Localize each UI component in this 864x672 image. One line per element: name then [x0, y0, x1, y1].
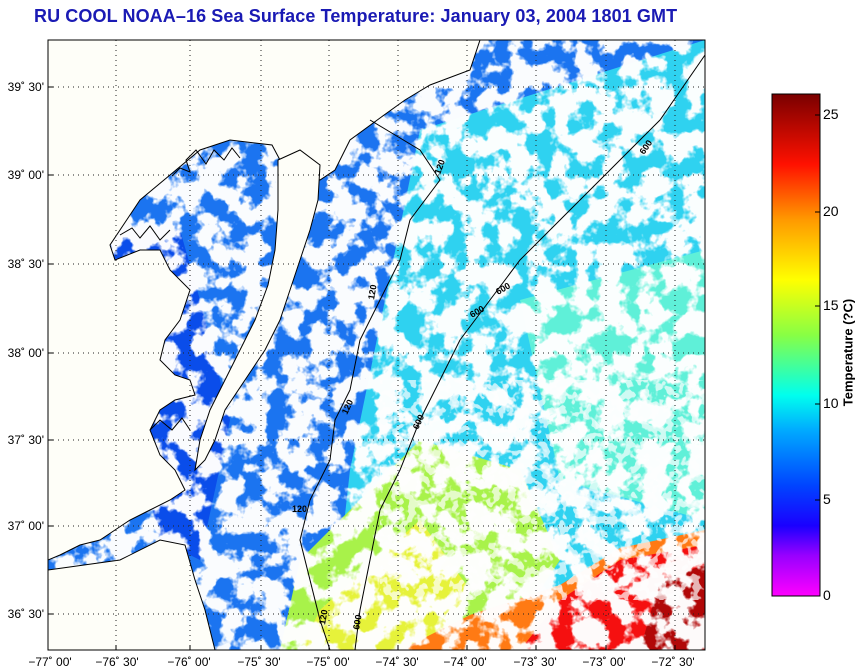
lat-label: 36˚ 30' [7, 607, 44, 621]
lon-label: −74˚ 00' [443, 655, 487, 669]
colorbar-tick: 20 [823, 203, 839, 219]
colorbar-tick: 0 [823, 587, 831, 603]
contour-120 [299, 119, 441, 650]
lon-label: −73˚ 00' [582, 655, 626, 669]
colorbar-tick: 10 [823, 395, 839, 411]
colorbar-tick: 15 [823, 297, 839, 313]
lon-label: −74˚ 30' [375, 655, 419, 669]
colorbar-label: Temperature (?C) [840, 298, 856, 407]
map-frame [47, 39, 706, 651]
colorbar [771, 93, 821, 597]
contour-label: 120 [432, 158, 447, 176]
contour-label: 120 [366, 284, 378, 301]
contour-label: 120 [317, 609, 329, 626]
lat-label: 37˚ 30' [7, 433, 44, 447]
graticule [48, 40, 705, 650]
lon-label: −75˚ 00' [306, 655, 350, 669]
lat-label: 38˚ 00' [7, 346, 44, 360]
lat-label: 38˚ 30' [7, 257, 44, 271]
contour-600 [354, 54, 705, 650]
lon-label: −77˚ 00' [28, 655, 72, 669]
lat-label: 39˚ 00' [7, 168, 44, 182]
lon-label: −72˚ 30' [651, 655, 695, 669]
lat-label: 37˚ 00' [7, 519, 44, 533]
lat-label: 39˚ 30' [7, 80, 44, 94]
lon-label: −75˚ 30' [237, 655, 281, 669]
lon-label: −76˚ 30' [95, 655, 139, 669]
map-title: RU COOL NOAA–16 Sea Surface Temperature:… [34, 6, 678, 26]
contour-label: 120 [292, 504, 307, 514]
colorbar-tick: 5 [823, 491, 831, 507]
colorbar-tick: 25 [823, 106, 839, 122]
lon-label: −73˚ 30' [513, 655, 557, 669]
lon-label: −76˚ 00' [167, 655, 211, 669]
contour-label: 600 [351, 614, 363, 631]
